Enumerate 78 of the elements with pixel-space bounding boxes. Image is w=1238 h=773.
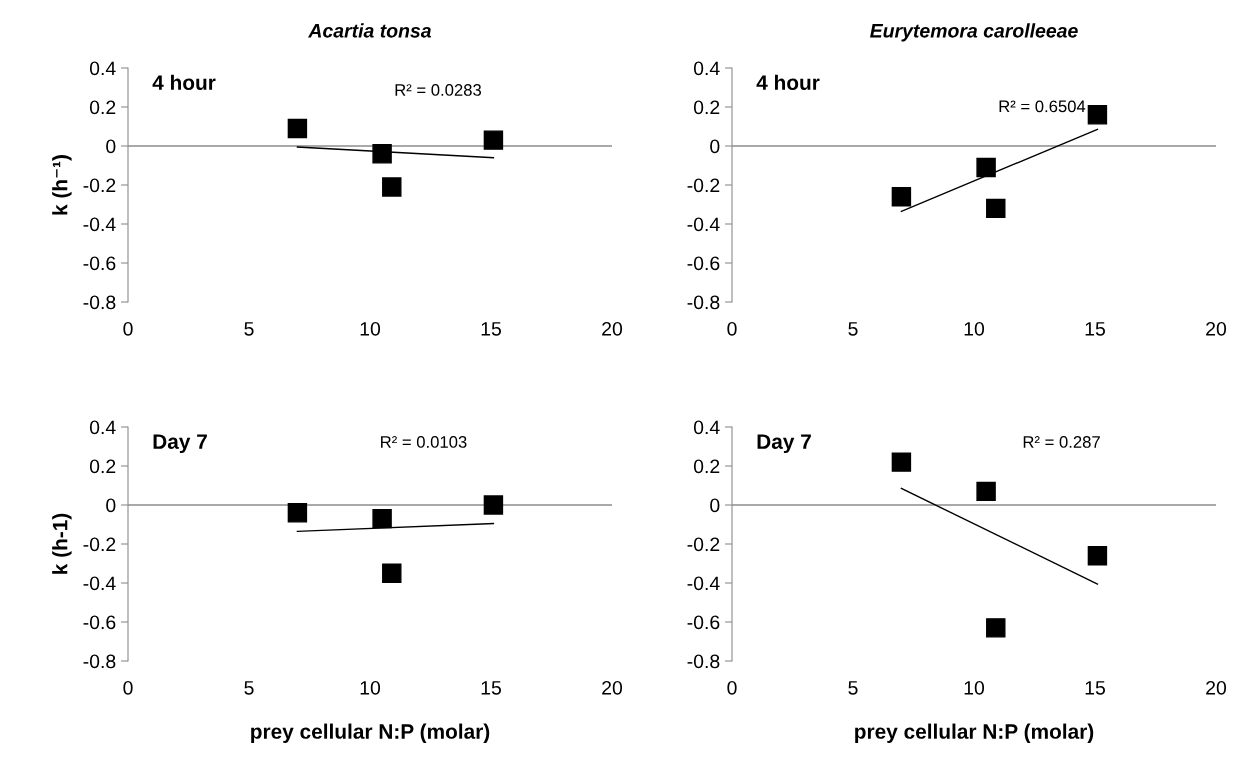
point <box>287 503 308 523</box>
annotation: Day 7 <box>757 434 811 454</box>
x-tick-label: 0 <box>123 680 133 695</box>
y-tick-label: 0.4 <box>693 420 720 435</box>
y-tick-label: 0.2 <box>693 100 720 115</box>
y-tick-label: 0 <box>106 139 116 154</box>
x-axis-title: prey cellular N:P (molar) <box>251 723 490 743</box>
point <box>287 118 308 139</box>
y-tick-label: 0.4 <box>693 61 720 76</box>
y-tick-label: -0.6 <box>687 256 720 271</box>
y-tick-label: 0.2 <box>89 100 116 115</box>
point <box>976 157 996 178</box>
point <box>891 186 912 207</box>
point <box>372 144 392 164</box>
y-tick-label: 0.2 <box>89 459 116 474</box>
x-tick-label: 10 <box>964 321 985 336</box>
y-tick-label: -0.4 <box>687 576 720 591</box>
annotation: Day 7 <box>153 434 207 454</box>
point <box>483 495 504 515</box>
annotation: R² = 0.0283 <box>395 84 482 96</box>
annotation: R² = 0.6504 <box>999 100 1086 113</box>
annotation: 4 hour <box>756 74 820 90</box>
point <box>986 618 1006 638</box>
y-tick-label: 0 <box>710 498 720 513</box>
y-tick-label: -0.6 <box>687 615 720 630</box>
y-tick-label: -0.8 <box>83 654 116 669</box>
annotation: R² = 0.0103 <box>381 436 467 448</box>
point <box>891 452 912 472</box>
x-tick-label: 0 <box>727 321 737 336</box>
x-tick-label: 15 <box>481 681 501 695</box>
point <box>976 481 996 502</box>
x-tick-label: 15 <box>481 322 501 336</box>
x-tick-label: 10 <box>964 680 985 695</box>
y-tick-label: -0.8 <box>83 295 116 310</box>
x-tick-label: 20 <box>1206 680 1227 695</box>
point <box>1087 545 1108 566</box>
y-tick-label: -0.4 <box>83 576 116 591</box>
x-axis-title: prey cellular N:P (molar) <box>855 723 1094 743</box>
x-tick-label: 0 <box>727 680 737 695</box>
point <box>986 198 1006 219</box>
x-tick-label: 5 <box>848 322 858 336</box>
y-tick-label: 0.4 <box>89 61 116 76</box>
point <box>1087 105 1108 125</box>
y-tick-label: -0.4 <box>687 217 720 232</box>
x-tick-label: 5 <box>848 681 858 695</box>
y-tick-label: -0.2 <box>687 537 720 552</box>
y-tick-label: -0.2 <box>83 178 116 193</box>
chart-title: Eurytemora carolleeae <box>870 23 1078 42</box>
annotation: 4 hour <box>152 74 216 90</box>
y-axis-title: k (h-1) <box>52 513 72 574</box>
point <box>382 177 402 197</box>
x-tick-label: 5 <box>244 322 254 336</box>
x-tick-label: 20 <box>602 321 623 336</box>
x-tick-label: 10 <box>360 321 381 336</box>
y-tick-label: -0.4 <box>83 217 116 232</box>
point <box>382 563 402 583</box>
y-tick-label: 0.2 <box>693 459 720 474</box>
annotation: R² = 0.287 <box>1023 436 1100 448</box>
y-tick-label: 0 <box>106 498 116 513</box>
y-tick-label: -0.6 <box>83 615 116 630</box>
y-tick-label: 0.4 <box>89 420 116 435</box>
y-tick-label: -0.8 <box>687 654 720 669</box>
x-tick-label: 10 <box>360 680 381 695</box>
point <box>483 130 504 150</box>
x-tick-label: 0 <box>123 321 133 336</box>
x-tick-label: 20 <box>1206 321 1227 336</box>
x-tick-label: 5 <box>244 681 254 695</box>
y-axis-title: k (h⁻¹) <box>52 155 72 215</box>
y-tick-label: -0.2 <box>83 537 116 552</box>
x-tick-label: 15 <box>1085 322 1105 336</box>
y-tick-label: -0.2 <box>687 178 720 193</box>
x-tick-label: 15 <box>1085 681 1105 695</box>
point <box>372 508 392 529</box>
y-tick-label: 0 <box>710 139 720 154</box>
chart-title: Acartia tonsa <box>308 23 432 38</box>
x-tick-label: 20 <box>602 680 623 695</box>
y-tick-label: -0.6 <box>83 256 116 271</box>
y-tick-label: -0.8 <box>687 295 720 310</box>
